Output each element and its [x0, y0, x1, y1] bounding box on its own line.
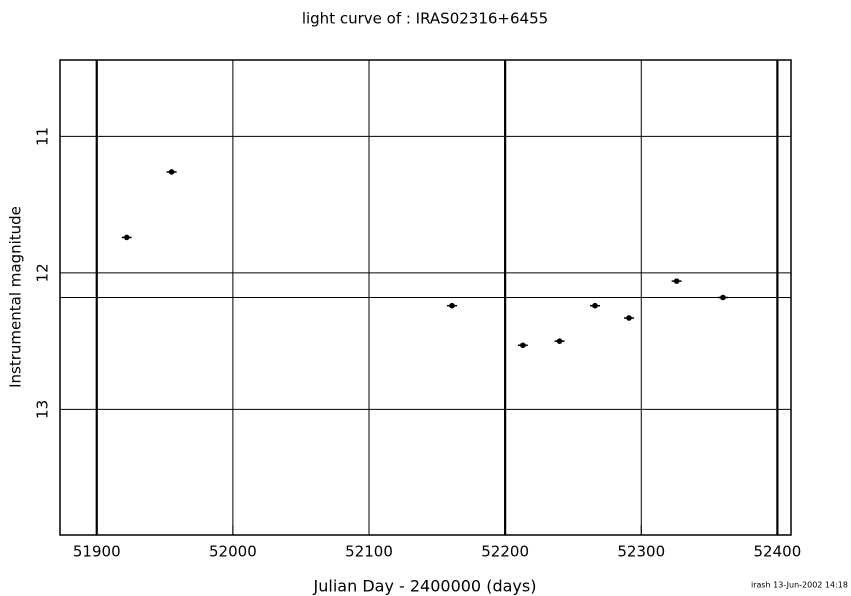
y-tick-label: 13 [34, 400, 52, 419]
point-dot [626, 315, 632, 321]
point [717, 294, 728, 301]
point [166, 169, 177, 175]
point-dot [673, 278, 680, 284]
point-dot [168, 169, 175, 175]
footer: irash 13-Jun-2002 14:18 [751, 581, 848, 590]
x-tick-label: 52400 [754, 543, 802, 561]
x-tick-label: 52300 [617, 543, 665, 561]
point [447, 302, 458, 309]
x-axis-label: Julian Day - 2400000 (days) [313, 577, 537, 596]
y-axis-label: Instrumental magnitude [7, 206, 25, 388]
x-tick-label: 52200 [481, 543, 529, 561]
point-dot [556, 338, 563, 344]
point [671, 278, 682, 284]
point-dot [123, 234, 130, 241]
y-tick-label: 12 [34, 263, 52, 282]
point-dot [520, 342, 526, 349]
point [517, 342, 528, 349]
point [121, 234, 132, 241]
point [624, 315, 635, 321]
x-tick-label: 52100 [345, 543, 393, 561]
chart-title: light curve of : IRAS02316+6455 [302, 10, 548, 28]
x-tick-label: 51900 [73, 543, 121, 561]
point-dot [592, 302, 598, 309]
point-dot [720, 294, 726, 301]
y-tick-label: 11 [34, 127, 52, 146]
point [589, 302, 600, 309]
point [554, 338, 565, 344]
x-tick-label: 52000 [209, 543, 257, 561]
point-dot [449, 302, 455, 309]
